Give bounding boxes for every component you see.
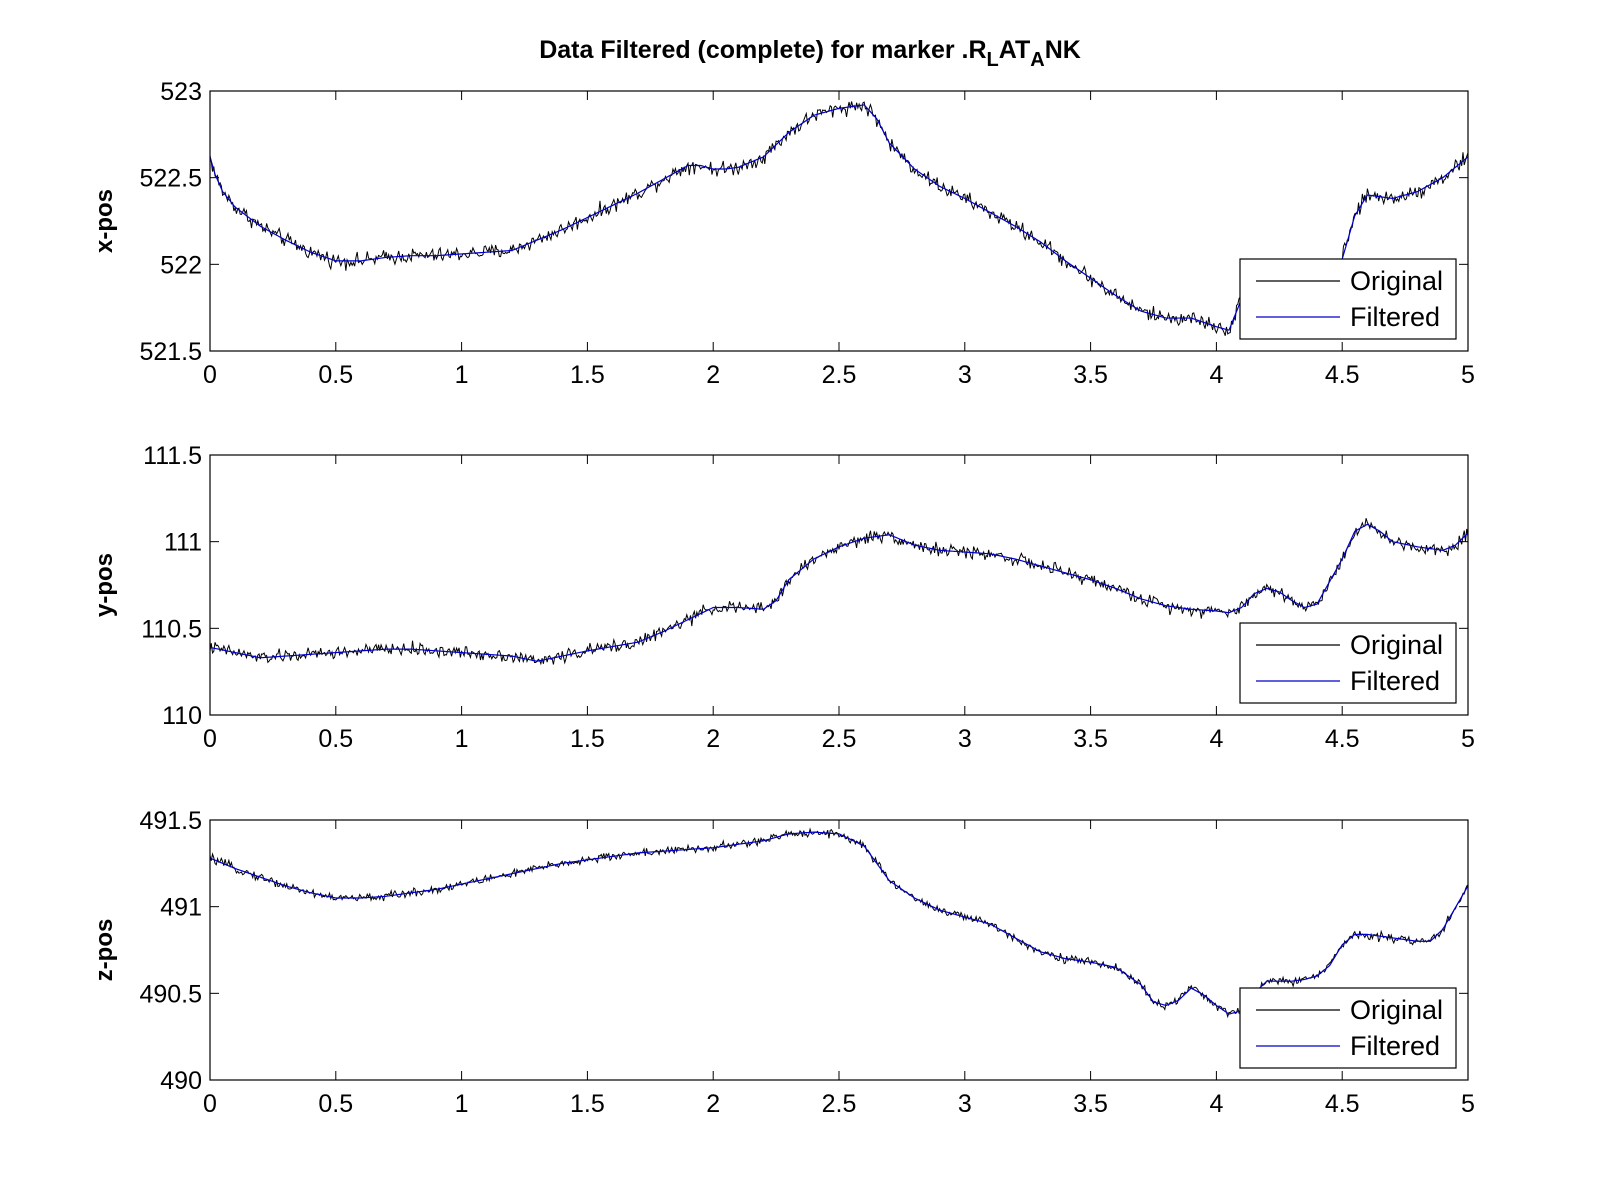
x-tick-label: 0 <box>203 725 217 753</box>
subplot-z-pos: 0 0.5 1 1.5 2 2.5 3 3.5 4 4.5 5 490 490.5 491 491.5 z-p… <box>91 807 1475 1118</box>
y-tick-label: 491.5 <box>139 807 202 835</box>
x-tick-label: 4 <box>1209 725 1223 753</box>
x-tick-label: 1 <box>455 725 469 753</box>
x-tick-label: 4 <box>1209 361 1223 389</box>
axes-box <box>209 819 1469 1081</box>
x-tick-label: 3 <box>958 725 972 753</box>
legend: Original Filtered <box>1239 258 1457 340</box>
x-tick-label: 1 <box>455 361 469 389</box>
x-tick-label: 4 <box>1209 1090 1223 1118</box>
x-tick-label: 2 <box>706 1090 720 1118</box>
x-tick-label: 3 <box>958 1090 972 1118</box>
x-tick-label: 3.5 <box>1073 725 1108 753</box>
x-tick-label: 2 <box>706 725 720 753</box>
y-tick-label: 110.5 <box>141 615 202 643</box>
x-tick-label: 2.5 <box>822 725 857 753</box>
x-tick-label: 1.5 <box>570 725 605 753</box>
x-tick-label: 4.5 <box>1325 1090 1360 1118</box>
axes-box <box>209 90 1469 352</box>
x-tick-label: 5 <box>1461 725 1475 753</box>
x-tick-label: 1 <box>455 1090 469 1118</box>
x-tick-label: 3.5 <box>1073 1090 1108 1118</box>
legend-label-filtered: Filtered <box>1350 1031 1440 1061</box>
legend-label-original: Original <box>1350 630 1443 660</box>
legend-label-original: Original <box>1350 266 1443 296</box>
chart-title: Data Filtered (complete) for marker .RLA… <box>539 36 1081 71</box>
legend: Original Filtered <box>1239 987 1457 1069</box>
x-tick-label: 4.5 <box>1325 361 1360 389</box>
subplots: 0 0.5 1 1.5 2 2.5 3 3.5 4 4.5 5521.5522522.5523x-p… <box>91 78 1475 1118</box>
x-tick-label: 1.5 <box>570 1090 605 1118</box>
filtered-series-line <box>210 523 1468 662</box>
y-tick-label: 110 <box>162 702 202 730</box>
y-tick-label: 111 <box>164 529 202 557</box>
plot-lines <box>210 518 1468 666</box>
x-tick-label: 0.5 <box>318 361 353 389</box>
x-tick-label: 5 <box>1461 361 1475 389</box>
y-axis-label: y-pos <box>91 553 118 617</box>
legend-box <box>1239 622 1457 704</box>
legend-label-filtered: Filtered <box>1350 666 1440 696</box>
y-tick-label: 490.5 <box>139 980 202 1008</box>
x-tick-label: 0 <box>203 361 217 389</box>
y-tick-label: 490 <box>160 1067 202 1095</box>
x-tick-label: 3.5 <box>1073 361 1108 389</box>
x-tick-label: 0 <box>203 1090 217 1118</box>
x-tick-label: 2 <box>706 361 720 389</box>
x-tick-label: 2.5 <box>822 1090 857 1118</box>
x-tick-label: 3 <box>958 361 972 389</box>
y-axis-label: x-pos <box>91 189 118 253</box>
y-tick-label: 491 <box>160 894 202 922</box>
x-tick-label: 4.5 <box>1325 725 1360 753</box>
subplot-x-pos: 0 0.5 1 1.5 2 2.5 3 3.5 4 4.5 5 521.5 522 522.5 523 x-p… <box>91 78 1475 389</box>
legend-box <box>1239 258 1457 340</box>
y-tick-label: 521.5 <box>139 338 202 366</box>
x-tick-label: 5 <box>1461 1090 1475 1118</box>
x-tick-label: 2.5 <box>822 361 857 389</box>
y-tick-label: 522 <box>160 251 202 279</box>
legend-label-original: Original <box>1350 995 1443 1025</box>
y-tick-label: 522.5 <box>139 165 202 193</box>
y-axis-label: z-pos <box>91 919 118 982</box>
legend-label-filtered: Filtered <box>1350 302 1440 332</box>
legend: Original Filtered <box>1239 622 1457 704</box>
y-tick-label: 111.5 <box>143 442 202 470</box>
x-tick-label: 0.5 <box>318 725 353 753</box>
x-tick-label: 0.5 <box>318 1090 353 1118</box>
subplot-y-pos: 0 0.5 1 1.5 2 2.5 3 3.5 4 4.5 5 110 110.5 111 111.5 y-p… <box>91 442 1475 753</box>
legend-box <box>1239 987 1457 1069</box>
x-tick-label: 1.5 <box>570 361 605 389</box>
axes-box <box>209 454 1469 716</box>
y-tick-label: 523 <box>160 78 202 106</box>
